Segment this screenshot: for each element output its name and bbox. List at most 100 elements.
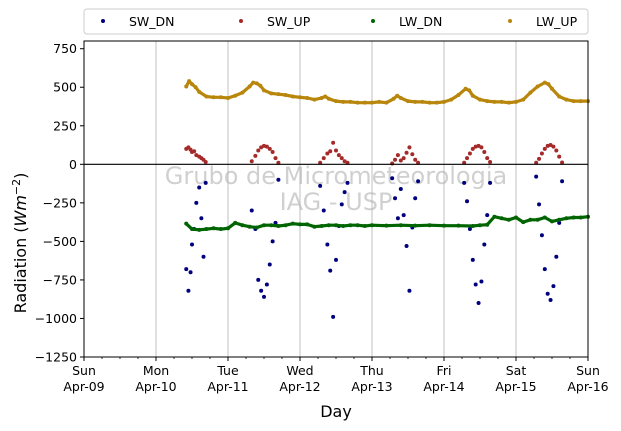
data-point — [334, 257, 338, 262]
series-lw-up — [184, 79, 590, 105]
data-point — [401, 213, 406, 218]
data-point — [470, 146, 475, 151]
data-point — [488, 180, 493, 185]
data-point — [273, 156, 278, 161]
y-tick-label: −1000 — [35, 311, 77, 326]
x-axis-label: Day — [320, 402, 352, 421]
data-point — [276, 177, 281, 182]
series-sw-dn — [184, 174, 565, 319]
y-axis-label-unit: Wm — [11, 195, 30, 226]
data-point — [467, 227, 472, 232]
data-point — [325, 242, 330, 247]
data-point — [253, 153, 258, 158]
data-point — [473, 282, 478, 287]
data-point — [328, 268, 333, 273]
data-point — [537, 156, 542, 161]
data-point — [331, 140, 336, 145]
data-point — [273, 220, 278, 225]
data-point — [201, 254, 206, 259]
x-tick-label-day: Sat — [506, 363, 527, 378]
legend-label: LW_DN — [399, 14, 442, 29]
data-point — [539, 233, 544, 238]
data-point — [342, 190, 347, 195]
data-point — [401, 156, 406, 161]
data-point — [398, 186, 403, 191]
data-point — [548, 297, 553, 302]
data-point — [321, 156, 326, 161]
y-axis-label-unit-exp: −2 — [10, 179, 23, 195]
data-point — [267, 146, 272, 151]
data-point — [197, 185, 202, 190]
data-point — [267, 262, 272, 267]
data-point — [262, 294, 266, 299]
y-axis-label: Radiation (Wm−2) — [10, 173, 30, 314]
data-point — [476, 301, 481, 306]
data-point — [256, 148, 261, 153]
data-point — [542, 146, 547, 151]
data-point — [192, 149, 197, 154]
data-point — [328, 149, 333, 154]
legend-marker — [508, 19, 512, 23]
data-point — [539, 151, 544, 156]
x-tick-label-day: Sun — [72, 363, 96, 378]
data-point — [264, 144, 269, 149]
data-point — [554, 148, 559, 153]
data-point — [537, 202, 542, 207]
data-point — [557, 154, 562, 159]
watermark-line-2: IAG - USP — [280, 188, 393, 216]
data-point — [557, 220, 562, 225]
legend-label: SW_UP — [267, 14, 311, 29]
data-point — [318, 183, 323, 188]
data-point — [551, 284, 556, 289]
data-point — [470, 257, 475, 262]
y-tick-label: −750 — [43, 272, 77, 287]
y-tick-label: 500 — [53, 80, 77, 95]
data-point — [482, 242, 487, 247]
x-tick-label-date: Apr-12 — [279, 379, 320, 394]
x-tick-label-date: Apr-16 — [567, 379, 608, 394]
x-tick-label-date: Apr-15 — [495, 379, 536, 394]
data-point — [393, 196, 398, 201]
data-points — [184, 79, 590, 319]
data-point — [390, 161, 395, 166]
y-tick-label: 0 — [69, 157, 77, 172]
data-point — [321, 208, 326, 213]
watermark-line-1: Grubo de Micrometeorologia — [165, 162, 507, 190]
legend-item: SW_DN — [101, 14, 175, 29]
data-point — [467, 151, 472, 156]
y-tick-label: 250 — [53, 118, 77, 133]
data-point — [404, 150, 409, 155]
data-point — [395, 153, 400, 158]
data-point — [560, 160, 565, 165]
data-point — [407, 145, 412, 150]
x-tick-label-day: Fri — [437, 363, 452, 378]
data-point — [413, 196, 418, 201]
legend-item: SW_UP — [239, 14, 311, 29]
x-tick-label-date: Apr-14 — [423, 379, 464, 394]
legend-marker — [101, 19, 105, 23]
data-point — [410, 152, 415, 157]
data-point — [259, 288, 264, 293]
data-point — [554, 254, 559, 259]
data-point — [270, 239, 275, 244]
data-point — [186, 288, 191, 293]
data-point — [331, 314, 336, 319]
legend: SW_DN SW_UP LW_DN LW_UP — [83, 8, 589, 35]
data-point — [203, 160, 208, 165]
data-point — [203, 180, 208, 185]
data-point — [194, 200, 199, 205]
y-axis: −1250 −1000 −750 −500 −250 0 250 500 750 — [35, 41, 84, 365]
x-tick-label-date: Apr-13 — [351, 379, 392, 394]
legend-item: LW_UP — [508, 14, 578, 29]
data-point — [485, 213, 490, 218]
x-tick-label-day: Mon — [143, 363, 169, 378]
data-point — [545, 291, 550, 296]
x-tick-label-day: Tue — [216, 363, 239, 378]
x-tick-label-day: Sun — [576, 363, 600, 378]
grid-lines — [155, 41, 517, 357]
legend-marker — [239, 19, 243, 23]
data-point — [485, 156, 490, 161]
data-point — [256, 277, 261, 282]
y-tick-label: −500 — [43, 234, 77, 249]
x-tick-label-date: Apr-10 — [135, 379, 176, 394]
